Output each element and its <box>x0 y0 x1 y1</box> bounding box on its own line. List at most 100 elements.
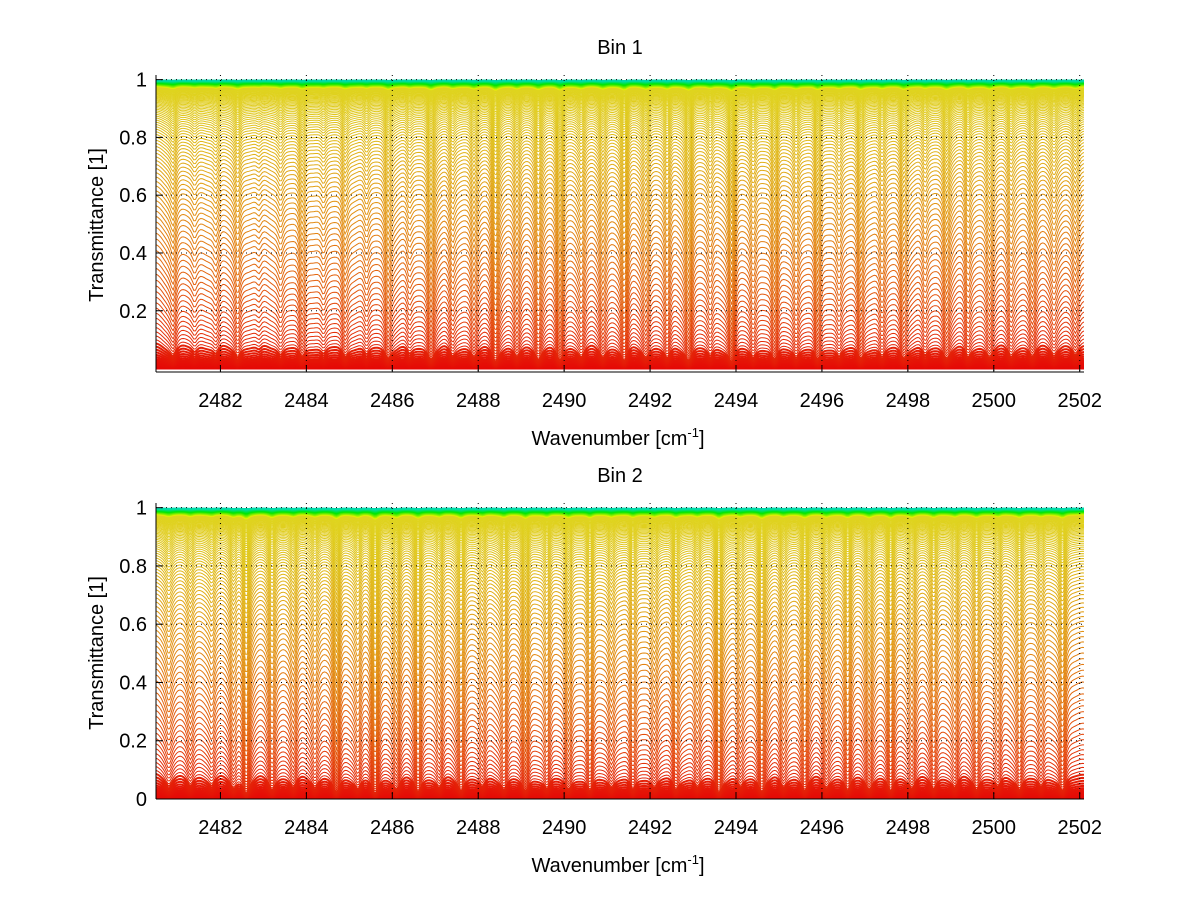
transmittance-curve <box>156 160 1084 200</box>
transmittance-curve <box>156 108 1084 127</box>
transmittance-curve <box>156 619 1084 668</box>
transmittance-curve <box>156 721 1084 766</box>
transmittance-curve <box>156 176 1084 219</box>
x-tick-label: 2488 <box>456 817 501 839</box>
transmittance-curve <box>156 139 1084 172</box>
transmittance-curve <box>156 267 1084 318</box>
transmittance-curve <box>156 593 1084 634</box>
x-axis-label-end: ] <box>699 855 705 877</box>
transmittance-curve <box>156 662 1084 715</box>
transmittance-curve <box>156 95 1084 107</box>
transmittance-curve <box>156 134 1084 164</box>
transmittance-curve <box>156 521 1084 531</box>
transmittance-curve <box>156 686 1084 737</box>
transmittance-curve <box>156 348 1084 367</box>
x-tick-label: 2486 <box>370 390 415 412</box>
transmittance-curve <box>156 530 1084 545</box>
transmittance-curve <box>156 149 1084 185</box>
transmittance-curve <box>156 215 1084 265</box>
transmittance-curve <box>156 107 1084 124</box>
x-tick-label: 2486 <box>370 817 415 839</box>
transmittance-curve <box>156 523 1084 534</box>
transmittance-curve <box>156 624 1084 673</box>
transmittance-curve <box>156 645 1084 697</box>
transmittance-curve <box>156 124 1084 149</box>
transmittance-curve <box>156 656 1084 709</box>
y-tick-label: 0.6 <box>119 614 147 636</box>
transmittance-curve <box>156 527 1084 541</box>
transmittance-curve <box>156 112 1084 132</box>
transmittance-curve <box>156 89 1084 97</box>
transmittance-curve <box>156 232 1084 283</box>
x-tick-label: 2500 <box>972 817 1017 839</box>
y-tick-label: 0.8 <box>119 556 147 578</box>
transmittance-curve <box>156 710 1084 757</box>
transmittance-curve <box>156 99 1084 113</box>
transmittance-curve <box>156 546 1084 569</box>
transmittance-curve <box>156 738 1084 777</box>
transmittance-curve <box>156 180 1084 225</box>
transmittance-curve <box>156 535 1084 553</box>
transmittance-curve <box>156 776 1084 796</box>
transmittance-curve <box>156 317 1084 352</box>
transmittance-curve <box>156 560 1084 589</box>
transmittance-curve <box>156 562 1084 593</box>
x-axis-label-sup: -1 <box>687 425 699 440</box>
transmittance-curve <box>156 90 1084 98</box>
transmittance-curve <box>156 210 1084 259</box>
transmittance-curve <box>156 244 1084 294</box>
axes-bin-2: Bin 2 Transmittance [1] Wavenumber [cm-1… <box>86 465 1102 877</box>
transmittance-curve <box>156 156 1084 195</box>
transmittance-curve <box>156 142 1084 176</box>
transmittance-curve <box>156 635 1084 685</box>
series-group <box>156 79 1084 370</box>
transmittance-curve <box>156 279 1084 327</box>
transmittance-curve <box>156 104 1084 120</box>
transmittance-curve <box>156 544 1084 566</box>
transmittance-curve <box>156 335 1084 361</box>
transmittance-curve <box>156 770 1084 793</box>
x-tick-label: 2498 <box>886 390 931 412</box>
transmittance-curve <box>156 779 1084 797</box>
transmittance-curve <box>156 610 1084 656</box>
transmittance-curve <box>156 532 1084 549</box>
x-tick-label: 2500 <box>972 390 1017 412</box>
transmittance-curve <box>156 786 1084 799</box>
transmittance-curve <box>156 261 1084 311</box>
transmittance-curve <box>156 88 1084 95</box>
transmittance-curve <box>156 548 1084 572</box>
transmittance-curve <box>156 96 1084 108</box>
transmittance-curve <box>156 581 1084 619</box>
transmittance-curve <box>156 327 1084 357</box>
transmittance-curve <box>156 542 1084 563</box>
transmittance-curve <box>156 540 1084 560</box>
transmittance-curve <box>156 524 1084 536</box>
transmittance-curve <box>156 668 1084 721</box>
y-tick-label: 0.4 <box>119 243 147 265</box>
transmittance-curve <box>156 519 1084 528</box>
transmittance-curve <box>156 605 1084 650</box>
transmittance-curve <box>156 680 1084 732</box>
x-axis-label-sup: -1 <box>687 852 699 867</box>
transmittance-curve <box>156 103 1084 118</box>
x-tick-label: 2490 <box>542 817 587 839</box>
transmittance-curve <box>156 773 1084 795</box>
transmittance-curve <box>156 534 1084 551</box>
transmittance-curve <box>156 105 1084 122</box>
transmittance-curve <box>156 88 1084 96</box>
x-tick-label: 2496 <box>800 390 845 412</box>
x-tick-label: 2494 <box>714 390 759 412</box>
transmittance-curve <box>156 291 1084 336</box>
x-tick-label: 2498 <box>886 817 931 839</box>
transmittance-curve <box>156 523 1084 535</box>
transmittance-curve <box>156 205 1084 253</box>
transmittance-curve <box>156 221 1084 271</box>
transmittance-curve <box>156 190 1084 236</box>
transmittance-curve <box>156 732 1084 773</box>
x-tick-label: 2482 <box>198 390 243 412</box>
series-group <box>156 507 1084 799</box>
transmittance-curve <box>156 757 1084 788</box>
transmittance-curve <box>156 91 1084 100</box>
x-axis-label-main: Wavenumber [cm <box>531 855 687 877</box>
transmittance-curve <box>156 640 1084 691</box>
